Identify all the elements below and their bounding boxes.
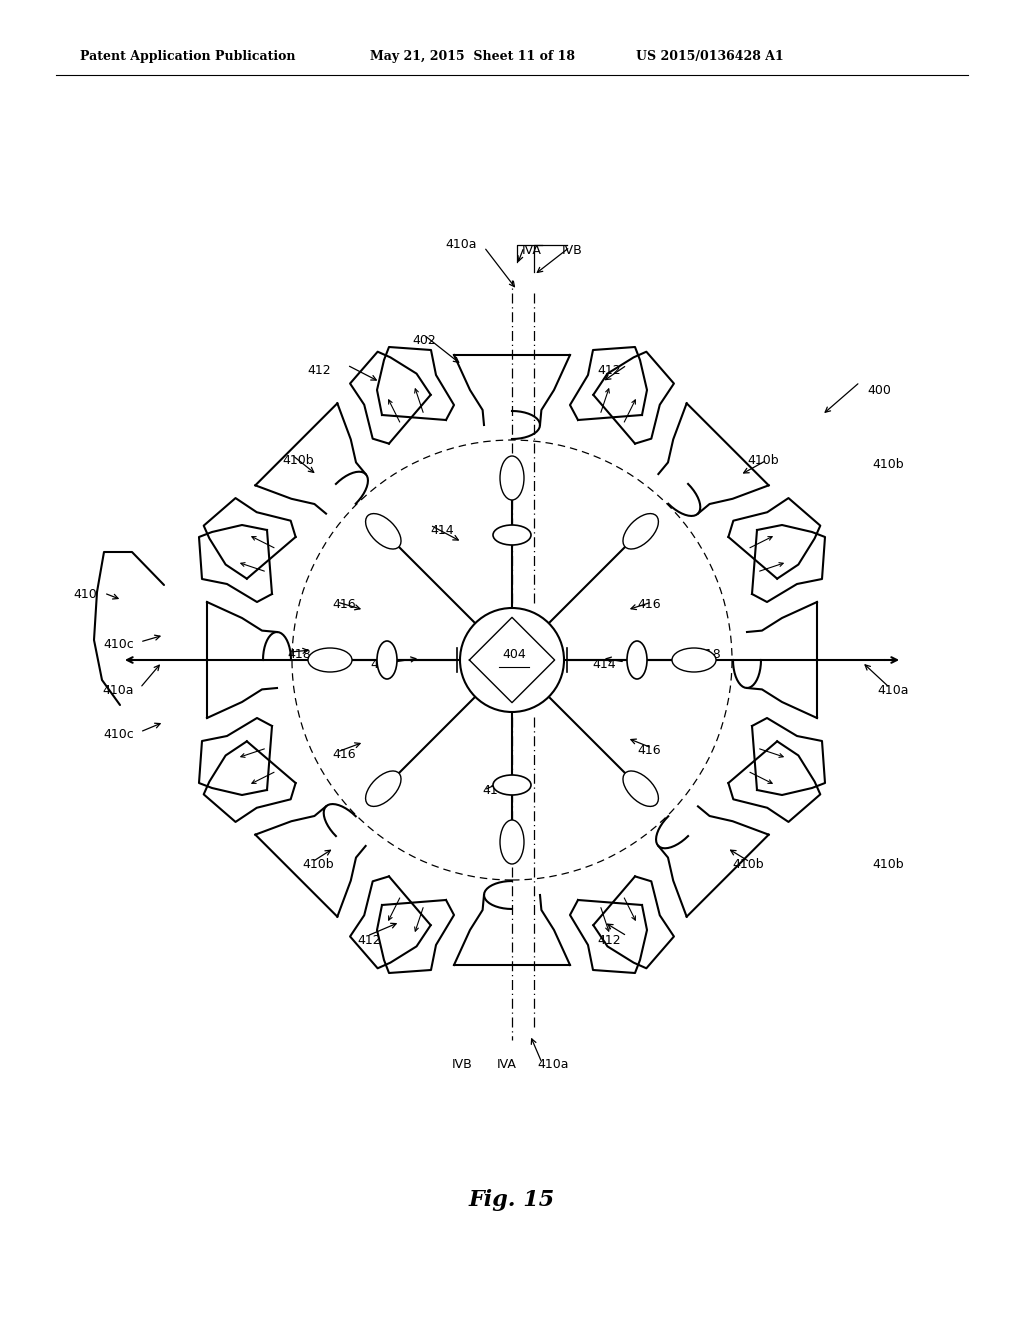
Text: 410b: 410b [302,858,334,871]
Text: 402: 402 [412,334,436,346]
Ellipse shape [366,513,401,549]
Ellipse shape [672,648,716,672]
Circle shape [460,609,564,711]
Text: 404: 404 [502,648,526,661]
Text: Fig. 15: Fig. 15 [469,1189,555,1210]
Text: 410b: 410b [872,458,903,471]
Text: IVA: IVA [497,1059,517,1072]
Text: IVA: IVA [522,243,542,256]
Ellipse shape [500,455,524,500]
Text: 400: 400 [867,384,891,396]
Text: 410a: 410a [445,239,477,252]
Text: 414: 414 [592,659,615,672]
Text: 410b: 410b [872,858,903,871]
Ellipse shape [308,648,352,672]
Text: 412: 412 [597,363,621,376]
Text: 412: 412 [357,933,381,946]
Text: 418: 418 [287,648,310,661]
Text: 410a: 410a [102,684,134,697]
Text: 410: 410 [74,589,97,602]
Text: 414: 414 [482,784,506,796]
Text: 410b: 410b [732,858,764,871]
Text: 410c: 410c [103,729,134,742]
Ellipse shape [623,771,658,807]
Text: 416: 416 [332,598,355,611]
Ellipse shape [377,642,397,678]
Ellipse shape [493,775,531,795]
Text: Patent Application Publication: Patent Application Publication [80,50,296,63]
Ellipse shape [627,642,647,678]
Text: 414: 414 [430,524,454,536]
Ellipse shape [366,771,401,807]
Text: 412: 412 [307,363,331,376]
Text: 410b: 410b [282,454,313,466]
Text: 418: 418 [697,648,721,661]
Text: US 2015/0136428 A1: US 2015/0136428 A1 [636,50,783,63]
Text: 410a: 410a [537,1059,568,1072]
Ellipse shape [493,525,531,545]
Text: 416: 416 [637,598,660,611]
Text: 412: 412 [597,933,621,946]
Text: 416: 416 [637,743,660,756]
Text: 414: 414 [371,659,394,672]
Ellipse shape [500,820,524,865]
Text: 410b: 410b [746,454,778,466]
Text: May 21, 2015  Sheet 11 of 18: May 21, 2015 Sheet 11 of 18 [370,50,575,63]
Ellipse shape [623,513,658,549]
Text: 410c: 410c [103,639,134,652]
Text: IVB: IVB [452,1059,473,1072]
Text: 410a: 410a [877,684,908,697]
Text: 416: 416 [332,748,355,762]
Text: IVB: IVB [562,243,583,256]
